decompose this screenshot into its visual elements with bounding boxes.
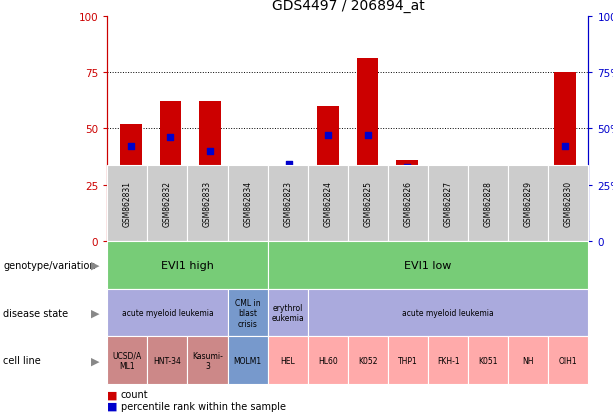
Title: GDS4497 / 206894_at: GDS4497 / 206894_at bbox=[272, 0, 424, 13]
Point bbox=[205, 148, 215, 155]
Point bbox=[560, 144, 569, 150]
Text: ▶: ▶ bbox=[91, 260, 99, 271]
Text: ■: ■ bbox=[107, 401, 118, 411]
Text: genotype/variation: genotype/variation bbox=[3, 260, 96, 271]
Text: ■: ■ bbox=[107, 389, 118, 399]
Text: GSM862826: GSM862826 bbox=[403, 180, 413, 226]
Bar bbox=[318, 107, 339, 242]
Text: erythrol
eukemia: erythrol eukemia bbox=[272, 303, 304, 323]
Text: GSM862823: GSM862823 bbox=[283, 180, 292, 226]
Bar bbox=[514, 197, 536, 242]
Point bbox=[481, 180, 491, 186]
Bar bbox=[120, 125, 142, 242]
Text: GSM862832: GSM862832 bbox=[163, 180, 172, 226]
Text: Kasumi-
3: Kasumi- 3 bbox=[192, 351, 223, 370]
Text: percentile rank within the sample: percentile rank within the sample bbox=[121, 401, 286, 411]
Text: GSM862828: GSM862828 bbox=[484, 180, 493, 226]
Text: NH: NH bbox=[522, 356, 534, 365]
Bar bbox=[396, 161, 418, 242]
Bar bbox=[199, 102, 221, 242]
Text: EVI1 low: EVI1 low bbox=[405, 260, 452, 271]
Bar bbox=[159, 102, 181, 242]
Text: HL60: HL60 bbox=[318, 356, 338, 365]
Text: GSM862830: GSM862830 bbox=[564, 180, 573, 226]
Bar bbox=[554, 73, 576, 242]
Text: THP1: THP1 bbox=[398, 356, 418, 365]
Text: disease state: disease state bbox=[3, 308, 68, 318]
Text: FKH-1: FKH-1 bbox=[437, 356, 459, 365]
Text: HNT-34: HNT-34 bbox=[153, 356, 181, 365]
Text: count: count bbox=[121, 389, 148, 399]
Point bbox=[323, 133, 333, 139]
Text: K052: K052 bbox=[358, 356, 378, 365]
Text: EVI1 high: EVI1 high bbox=[161, 260, 214, 271]
Text: GSM862829: GSM862829 bbox=[524, 180, 533, 226]
Bar bbox=[475, 195, 497, 242]
Text: CML in
blast
crisis: CML in blast crisis bbox=[235, 298, 261, 328]
Point bbox=[166, 135, 175, 141]
Bar bbox=[278, 174, 300, 242]
Point bbox=[126, 144, 136, 150]
Text: GSM862833: GSM862833 bbox=[203, 180, 212, 226]
Text: K051: K051 bbox=[479, 356, 498, 365]
Point bbox=[402, 164, 412, 171]
Text: acute myeloid leukemia: acute myeloid leukemia bbox=[121, 309, 213, 317]
Text: HEL: HEL bbox=[280, 356, 295, 365]
Point bbox=[284, 162, 294, 169]
Text: UCSD/A
ML1: UCSD/A ML1 bbox=[113, 351, 142, 370]
Bar bbox=[436, 215, 457, 242]
Point bbox=[245, 180, 254, 186]
Text: GSM862825: GSM862825 bbox=[364, 180, 373, 226]
Text: ▶: ▶ bbox=[91, 308, 99, 318]
Point bbox=[520, 232, 530, 238]
Text: GSM862831: GSM862831 bbox=[123, 180, 132, 226]
Text: ▶: ▶ bbox=[91, 355, 99, 366]
Text: OIH1: OIH1 bbox=[559, 356, 577, 365]
Text: acute myeloid leukemia: acute myeloid leukemia bbox=[402, 309, 494, 317]
Text: cell line: cell line bbox=[3, 355, 41, 366]
Text: GSM862827: GSM862827 bbox=[444, 180, 452, 226]
Point bbox=[363, 133, 373, 139]
Text: MOLM1: MOLM1 bbox=[234, 356, 262, 365]
Bar bbox=[238, 181, 260, 242]
Text: GSM862824: GSM862824 bbox=[323, 180, 332, 226]
Point bbox=[441, 204, 451, 211]
Bar bbox=[357, 59, 378, 242]
Text: GSM862834: GSM862834 bbox=[243, 180, 252, 226]
